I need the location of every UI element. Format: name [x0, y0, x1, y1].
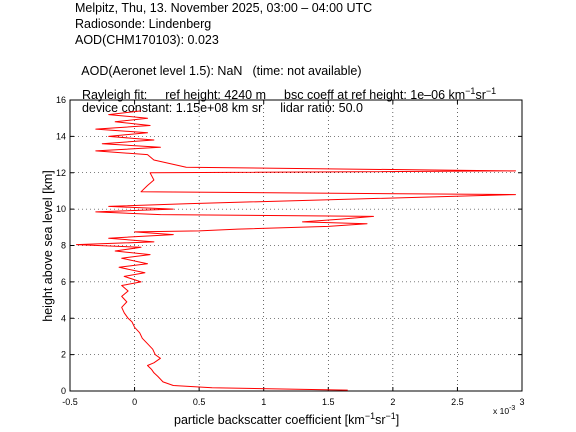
aod-chm-line: AOD(CHM170103): 0.023 — [75, 33, 219, 47]
lidar-ratio: lidar ratio: 50.0 — [280, 101, 363, 115]
backscatter-profile-line — [76, 110, 516, 391]
y-tick-label: 14 — [56, 131, 66, 141]
y-tick-label: 8 — [61, 241, 66, 251]
bsc-unit-sr: sr — [475, 88, 486, 103]
grid — [70, 100, 522, 391]
bsc-coeff: bsc coeff at ref height: 1e–06 km — [284, 88, 466, 103]
aod-aeronet-label: AOD(Aeronet level 1.5): NaN — [81, 64, 243, 78]
bsc-unit-sup1: −1 — [465, 86, 476, 96]
device-constant: device constant: 1.15e+08 km sr — [81, 101, 263, 115]
y-tick-label: 6 — [61, 277, 66, 287]
aod-aeronet-note: (time: not available) — [252, 64, 362, 78]
x-tick-label: 1.5 — [322, 397, 335, 407]
x-tick-label: 1 — [261, 397, 266, 407]
x-tick-label: 0 — [132, 397, 137, 407]
series-group — [76, 110, 516, 391]
ref-height: ref height: 4240 m — [165, 88, 267, 103]
title-line-1: Melpitz, Thu, 13. November 2025, 03:00 –… — [75, 1, 373, 15]
x-tick-label: 2.5 — [451, 397, 464, 407]
x-tick-label: -0.5 — [62, 397, 78, 407]
rayleigh-label: Rayleigh fit: — [81, 88, 148, 103]
y-axis-label: height above sea level [km] — [41, 170, 55, 321]
x-axis-label: particle backscatter coefficient [km−1sr… — [174, 411, 399, 427]
y-tick-label: 16 — [56, 95, 66, 105]
rayleigh-fit-line: Rayleigh fit: ref height: 4240 m bsc coeff… — [75, 67, 496, 103]
aod-aeronet-line: AOD(Aeronet level 1.5): NaN (time: not av… — [75, 47, 362, 79]
y-tick-label: 0 — [61, 386, 66, 396]
x-tick-label: 3 — [519, 397, 524, 407]
bsc-unit-sup2: −1 — [485, 86, 497, 96]
y-tick-label: 10 — [56, 204, 66, 214]
x-tick-label: 0.5 — [193, 397, 206, 407]
y-tick-label: 12 — [56, 168, 66, 178]
y-tick-label: 4 — [61, 313, 66, 323]
radiosonde-line: Radiosonde: Lindenberg — [75, 17, 212, 31]
y-tick-label: 2 — [61, 350, 66, 360]
x-tick-label: 2 — [390, 397, 395, 407]
device-line: device constant: 1.15e+08 km sr lidar rat… — [75, 84, 363, 116]
x-multiplier: x 10-3 — [493, 405, 515, 416]
